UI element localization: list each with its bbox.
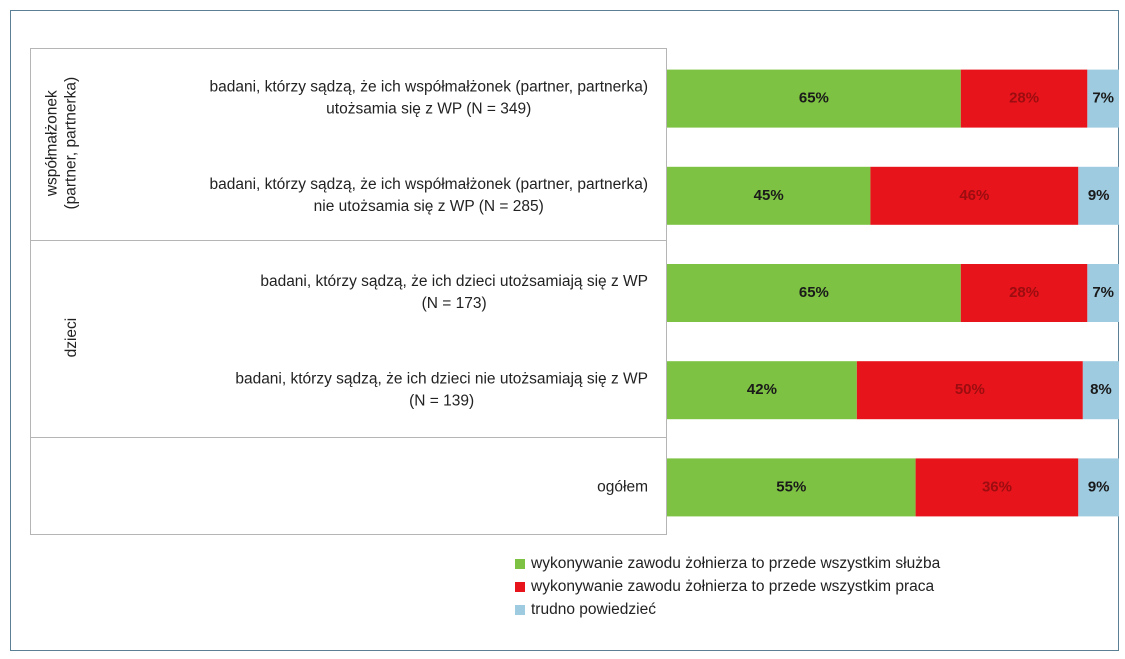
bar-segment <box>1078 458 1119 517</box>
value-label: 28% <box>1009 284 1039 301</box>
bar-segment <box>1087 264 1119 322</box>
legend-swatch <box>515 605 525 615</box>
frame <box>10 10 1119 651</box>
value-label: 7% <box>1092 90 1114 107</box>
legend-label: wykonywanie zawodu żołnierza to przede w… <box>530 578 935 595</box>
value-label: 8% <box>1090 381 1112 398</box>
bar-segment <box>1082 361 1119 420</box>
category-label: badani, którzy sądzą, że ich dzieci nie … <box>235 370 648 387</box>
bar-segment <box>667 458 916 517</box>
legend-swatch <box>515 582 525 592</box>
value-label: 7% <box>1092 284 1114 301</box>
group-label: dzieci <box>63 318 80 358</box>
bar-segment <box>1087 69 1119 128</box>
bar-segment <box>870 166 1079 225</box>
bar-segment <box>667 166 871 225</box>
category-label: badani, którzy sądzą, że ich dzieci utoż… <box>260 273 648 290</box>
label-panel <box>30 48 667 535</box>
bar-segment <box>856 361 1083 420</box>
value-label: 65% <box>799 90 829 107</box>
value-label: 28% <box>1009 90 1039 107</box>
legend-label: wykonywanie zawodu żołnierza to przede w… <box>530 555 941 572</box>
value-label: 45% <box>754 187 784 204</box>
value-label: 9% <box>1088 478 1110 495</box>
value-label: 46% <box>959 187 989 204</box>
value-label: 36% <box>982 478 1012 495</box>
value-label: 9% <box>1088 187 1110 204</box>
value-label: 42% <box>747 381 777 398</box>
bar-segment <box>667 264 961 322</box>
value-label: 55% <box>776 478 806 495</box>
value-label: 65% <box>799 284 829 301</box>
category-label: ogółem <box>597 478 648 495</box>
bar-segment <box>1078 166 1119 225</box>
value-label: 50% <box>955 381 985 398</box>
category-label: nie utożsamia się z WP (N = 285) <box>314 198 544 215</box>
group-label: współmałżonek <box>44 90 61 197</box>
bar-segment <box>960 69 1088 128</box>
legend-label: trudno powiedzieć <box>531 601 656 618</box>
legend-swatch <box>515 559 525 569</box>
group-label: (partner, partnerka) <box>63 77 80 210</box>
bar-segment <box>667 69 961 128</box>
bar-segment <box>960 264 1088 322</box>
category-label: badani, którzy sądzą, że ich współmałżon… <box>209 176 648 193</box>
category-label: (N = 173) <box>422 295 487 312</box>
category-label: (N = 139) <box>409 392 474 409</box>
bar-segment <box>915 458 1079 517</box>
category-label: utożsamia się z WP (N = 349) <box>326 101 531 118</box>
category-label: badani, którzy sądzą, że ich współmałżon… <box>209 79 648 96</box>
bar-segment <box>667 361 857 420</box>
